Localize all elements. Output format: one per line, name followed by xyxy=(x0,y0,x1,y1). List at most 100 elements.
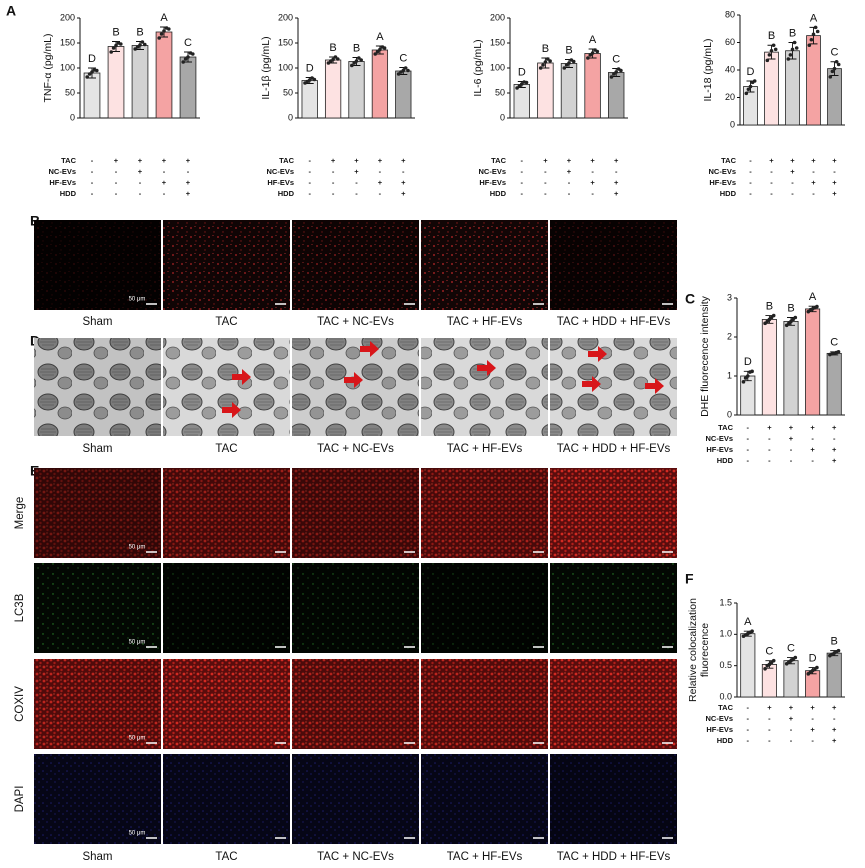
data-point xyxy=(162,29,166,33)
data-point xyxy=(517,84,522,88)
data-point xyxy=(836,62,841,67)
row-label: Merge xyxy=(14,497,26,530)
image-shade xyxy=(163,563,290,653)
bar xyxy=(608,72,625,119)
y-tick-label: 50 xyxy=(283,87,293,97)
data-point xyxy=(186,55,190,59)
significance-letter: A xyxy=(160,12,168,24)
image-caption: TAC + HF-EVs xyxy=(447,851,523,863)
data-point xyxy=(813,25,818,30)
data-point xyxy=(836,350,841,354)
treatment-sign: - xyxy=(615,167,618,176)
data-point xyxy=(312,77,317,82)
data-point xyxy=(111,46,116,50)
data-point xyxy=(90,70,94,74)
fluorescence-image xyxy=(292,563,419,653)
bar xyxy=(826,352,842,416)
data-point xyxy=(811,32,816,37)
y-tick-label: 0 xyxy=(70,112,75,122)
treatment-sign: - xyxy=(747,434,750,443)
treatment-sign: + xyxy=(401,156,406,165)
treatment-sign: - xyxy=(790,445,793,454)
treatment-sign: - xyxy=(91,178,94,187)
treatment-sign: + xyxy=(401,189,406,198)
y-tick-label: 200 xyxy=(60,12,75,22)
treatment-sign: + xyxy=(789,703,794,712)
significance-letter: D xyxy=(747,66,755,78)
image-caption: TAC xyxy=(215,316,237,328)
data-point xyxy=(181,60,185,64)
treatment-sign: + xyxy=(832,456,837,465)
treatment-sign: + xyxy=(789,434,794,443)
data-point xyxy=(771,658,776,663)
treatment-sign: - xyxy=(768,456,771,465)
image-shade xyxy=(292,563,419,653)
image-caption: TAC + NC-EVs xyxy=(317,316,394,328)
y-tick-label: 0.5 xyxy=(719,660,732,670)
treatment-sign: + xyxy=(162,178,167,187)
dhe-image xyxy=(292,220,419,310)
data-point xyxy=(828,75,833,79)
data-point xyxy=(545,57,550,61)
bar xyxy=(83,72,101,119)
fluorescence-image xyxy=(421,659,548,749)
treatment-sign: - xyxy=(811,456,814,465)
fluorescence-image xyxy=(421,754,548,844)
y-axis-label: TNF-α (pg/mL) xyxy=(42,33,54,102)
treatment-name: HF-EVs xyxy=(706,725,733,734)
treatment-sign: - xyxy=(163,189,166,198)
scale-bar-label: 50 μm xyxy=(129,297,146,303)
treatment-sign: + xyxy=(832,178,837,187)
y-tick-label: 150 xyxy=(490,37,505,47)
fluorescence-image xyxy=(550,563,677,653)
bar xyxy=(740,633,756,698)
treatment-sign: - xyxy=(91,156,94,165)
treatment-sign: - xyxy=(833,714,836,723)
treatment-sign: + xyxy=(590,178,595,187)
data-point xyxy=(357,56,361,60)
data-point xyxy=(183,57,188,61)
y-axis-label: DHE fluorecence intensity xyxy=(699,295,711,417)
bar xyxy=(131,45,149,119)
tem-image xyxy=(34,338,161,436)
data-point xyxy=(326,61,331,65)
row-label: LC3B xyxy=(14,593,26,622)
image-caption: TAC + HDD + HF-EVs xyxy=(557,443,671,455)
data-point xyxy=(307,78,312,82)
treatment-name: NC-EVs xyxy=(705,714,733,723)
treatment-sign: + xyxy=(354,156,359,165)
data-point xyxy=(135,45,140,49)
data-point xyxy=(748,84,753,89)
treatment-sign: - xyxy=(544,167,547,176)
image-caption: TAC + NC-EVs xyxy=(317,443,394,455)
bar xyxy=(826,652,842,698)
treatment-sign: + xyxy=(767,703,772,712)
data-point xyxy=(744,91,749,96)
treatment-name: HDD xyxy=(720,189,737,198)
y-axis-label: Relative colocalization xyxy=(687,598,699,702)
data-point xyxy=(520,82,524,86)
image-shade xyxy=(421,563,548,653)
y-axis-label: fluorecence xyxy=(699,623,711,677)
data-point xyxy=(403,66,408,70)
treatment-sign: - xyxy=(115,189,118,198)
data-point xyxy=(95,68,99,73)
data-point xyxy=(109,50,113,54)
y-tick-label: 40 xyxy=(725,64,735,74)
tem-image xyxy=(163,338,290,436)
treatment-sign: - xyxy=(747,725,750,734)
fluorescence-image xyxy=(421,563,548,653)
treatment-sign: - xyxy=(355,178,358,187)
image-caption: TAC + NC-EVs xyxy=(317,851,394,863)
data-point xyxy=(333,55,338,59)
treatment-sign: + xyxy=(790,167,795,176)
fluorescence-image xyxy=(34,659,161,749)
treatment-name: TAC xyxy=(718,423,733,432)
bar xyxy=(783,660,799,698)
y-tick-label: 150 xyxy=(278,37,293,47)
treatment-sign: - xyxy=(747,445,750,454)
treatment-sign: + xyxy=(832,445,837,454)
fluorescence-image xyxy=(292,754,419,844)
data-point xyxy=(406,68,410,73)
data-point xyxy=(586,56,590,60)
